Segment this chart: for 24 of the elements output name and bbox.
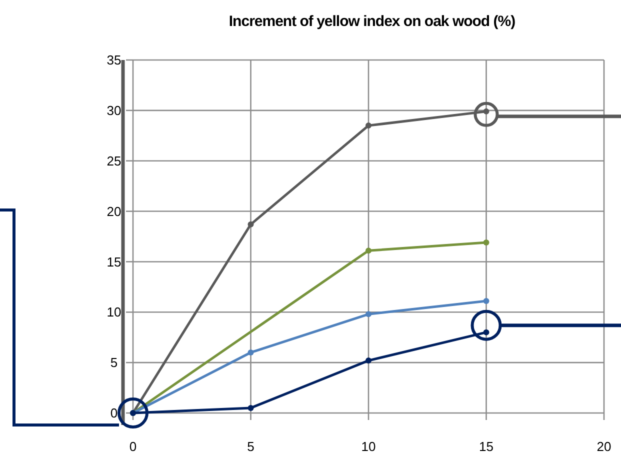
y-tick-label: 10	[106, 304, 122, 320]
y-tick-label: 15	[106, 254, 122, 270]
x-tick-label: 0	[129, 439, 137, 454]
y-tick-label: 5	[110, 355, 118, 370]
x-tick-label: 20	[596, 439, 612, 454]
point	[248, 404, 254, 411]
y-tick-label: 20	[106, 204, 122, 219]
y-tick-label: 35	[106, 52, 122, 68]
y-tick-label: 0	[110, 406, 118, 421]
point	[366, 248, 372, 254]
point	[483, 298, 490, 304]
y-tick-label: 25	[106, 153, 122, 168]
point	[248, 349, 254, 356]
point	[483, 329, 490, 336]
point	[248, 221, 254, 228]
point	[366, 358, 372, 364]
x-tick-label: 15	[479, 439, 494, 454]
point	[366, 311, 372, 318]
y-tick-label: 30	[106, 102, 122, 118]
point	[366, 122, 372, 129]
point	[483, 240, 490, 246]
chart-title: Increment of yellow index on oak wood (%)	[228, 13, 516, 30]
x-tick-label: 5	[247, 439, 254, 454]
x-tick-label: 10	[361, 439, 376, 454]
